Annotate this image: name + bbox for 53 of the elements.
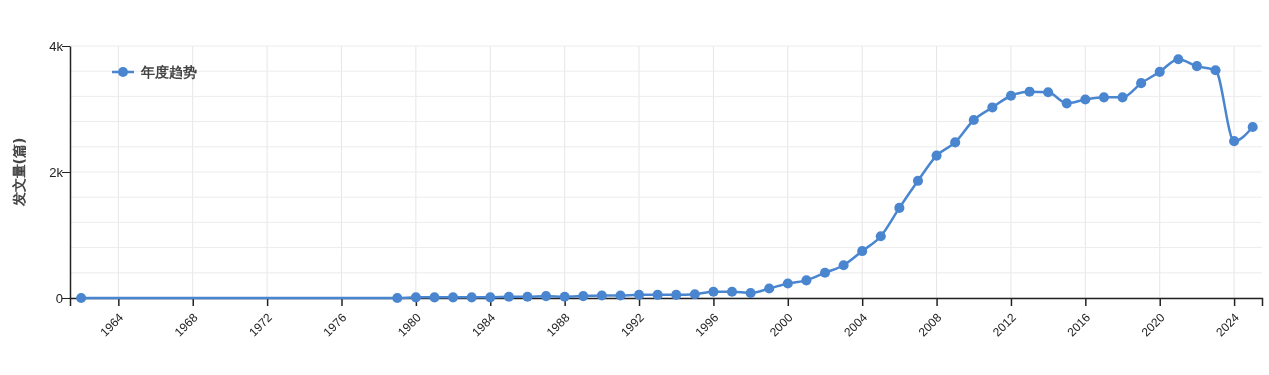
point [633, 289, 645, 300]
point [1005, 90, 1016, 101]
point [429, 292, 440, 303]
point [987, 102, 998, 113]
point [689, 289, 700, 300]
point [578, 291, 589, 302]
point [912, 175, 924, 186]
point [541, 291, 552, 302]
legend-label: 年度趋势 [140, 63, 197, 80]
point [1154, 66, 1165, 77]
point [1098, 92, 1109, 103]
point [819, 267, 831, 278]
point [671, 289, 682, 300]
point [801, 275, 812, 286]
point [76, 292, 87, 304]
point [1136, 78, 1147, 89]
y-tick-label: 0 [55, 290, 63, 306]
point [559, 291, 570, 302]
point [1229, 136, 1240, 147]
point [485, 292, 496, 303]
point [782, 278, 793, 289]
point [726, 286, 738, 297]
y-axis-title: 发文量(篇) [11, 137, 27, 208]
point [1173, 54, 1184, 65]
point [931, 150, 942, 161]
y-tick-label: 2k [49, 164, 64, 180]
point [875, 231, 886, 242]
point [652, 289, 663, 300]
point [1061, 98, 1072, 109]
point [894, 202, 905, 213]
point [950, 137, 961, 148]
point [764, 283, 775, 294]
point [503, 291, 514, 302]
point [1247, 121, 1258, 132]
point [1210, 65, 1221, 76]
point [1080, 94, 1091, 105]
point [522, 291, 533, 302]
point [857, 246, 868, 257]
point [392, 292, 403, 304]
point [1043, 87, 1054, 98]
point [1191, 61, 1202, 72]
point [615, 290, 626, 301]
point [1024, 86, 1035, 97]
point [708, 286, 719, 297]
point [968, 114, 979, 126]
point [745, 287, 756, 298]
point [466, 292, 477, 303]
y-tick-label: 4k [49, 38, 64, 54]
point [1117, 92, 1128, 103]
point [410, 292, 421, 303]
point [448, 292, 459, 303]
point [596, 290, 607, 301]
point [838, 260, 849, 271]
